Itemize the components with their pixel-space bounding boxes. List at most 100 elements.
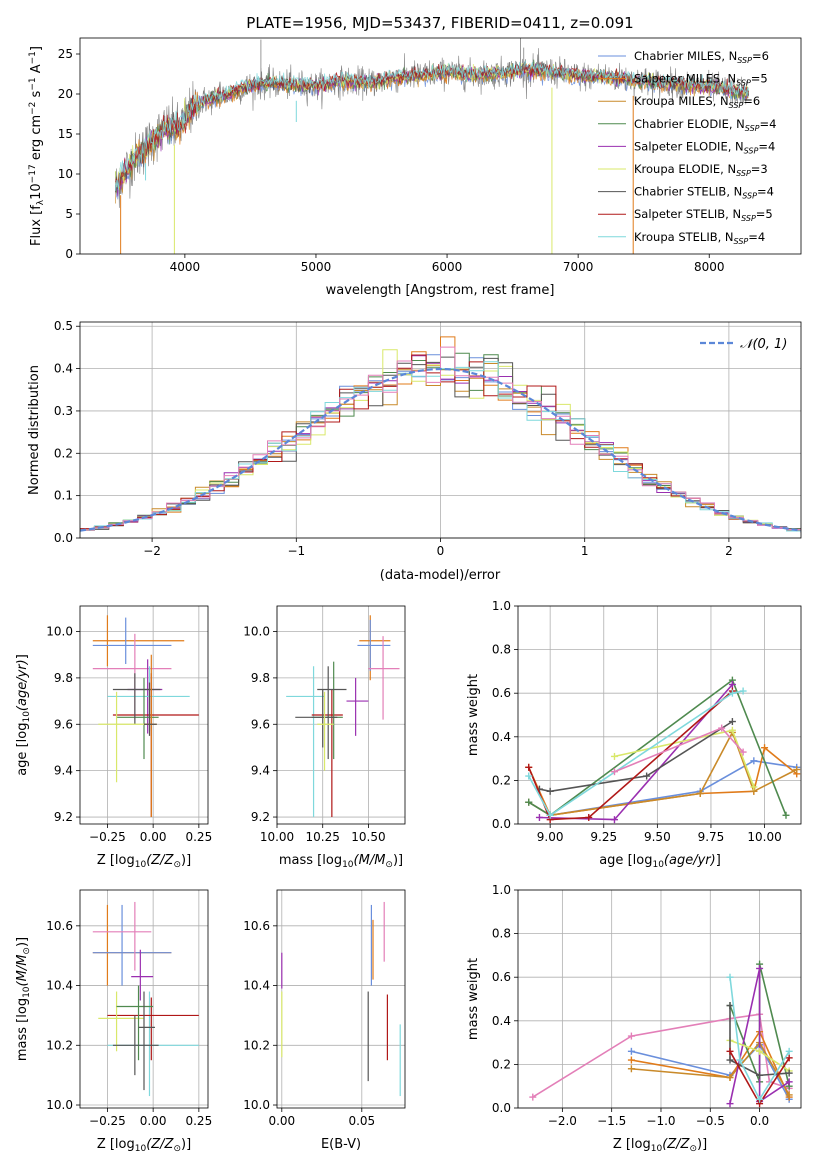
histogram-plot-frame xyxy=(79,321,802,539)
spectrum-plot-frame xyxy=(79,37,802,255)
mw-age-xlabel: age [log10(age/yr)] xyxy=(599,853,721,870)
x-tick-label: 10.00 xyxy=(747,830,781,844)
legend-label-name: Chabrier MILES, N xyxy=(634,49,737,63)
y-tick-label: 9.2 xyxy=(251,810,270,824)
y-tick-label: 25 xyxy=(58,47,73,61)
y-tick-label: 0.6 xyxy=(492,686,511,700)
x-tick-label: −1.5 xyxy=(597,1114,626,1128)
x-tick-label: 0 xyxy=(437,544,445,558)
legend-label-name: Kroupa STELIB, N xyxy=(634,230,734,244)
plot-area xyxy=(92,615,199,818)
legend-label-name: Kroupa ELODIE, N xyxy=(634,162,736,176)
y-tick-label: 0.2 xyxy=(54,446,73,460)
x-tick-label: 5000 xyxy=(301,260,332,274)
plot-area xyxy=(286,615,400,818)
mass-weight-series-line xyxy=(631,1041,790,1096)
x-tick-label: 0.00 xyxy=(140,1114,167,1128)
legend-label-n: =4 xyxy=(760,117,777,131)
mass-weight-series-line xyxy=(539,720,733,793)
legend-label: Kroupa STELIB, NSSP=4 xyxy=(634,230,765,246)
x-tick-label: 0.25 xyxy=(185,830,212,844)
legend-label-name: Kroupa MILES, N xyxy=(634,94,729,108)
y-tick-label: 10.4 xyxy=(243,979,270,993)
x-tick-label: 9.25 xyxy=(590,830,617,844)
y-tick-label: 10.0 xyxy=(243,1098,270,1112)
legend-label-sub: SSP xyxy=(737,56,752,65)
legend-label: Kroupa ELODIE, NSSP=3 xyxy=(634,162,768,178)
mass-weight-series-line xyxy=(528,678,787,817)
age-z-frame xyxy=(79,605,209,825)
x-tick-label: 4000 xyxy=(170,260,201,274)
x-tick-label: 9.75 xyxy=(698,830,725,844)
legend-label: Chabrier MILES, NSSP=6 xyxy=(634,49,769,65)
legend-label-sub: SSP xyxy=(741,214,756,223)
x-tick-label: 10.25 xyxy=(306,830,340,844)
y-tick-label: 5 xyxy=(65,207,73,221)
legend-label-name: Salpeter STELIB, N xyxy=(634,207,741,221)
mw-z-xlabel: Z [log10(Z/Z⊙)] xyxy=(613,1137,707,1154)
legend-label-n: =6 xyxy=(743,94,760,108)
mw-age-frame xyxy=(517,605,802,825)
x-tick-label: 1 xyxy=(581,544,589,558)
legend-label: Salpeter STELIB, NSSP=5 xyxy=(634,207,773,223)
plot-area xyxy=(525,676,801,824)
x-tick-label: 10.50 xyxy=(351,830,385,844)
legend-label: Salpeter MILES, NSSP=5 xyxy=(634,72,768,88)
age-z-ylabel: age [log10(age/yr)] xyxy=(15,654,32,776)
y-tick-label: 0.2 xyxy=(492,1057,511,1071)
spectrum-xlabel: wavelength [Angstrom, rest frame] xyxy=(326,283,555,298)
mass-ebv-frame xyxy=(276,889,406,1109)
legend-label-sub: SSP xyxy=(736,79,751,88)
x-tick-label: −0.25 xyxy=(89,830,126,844)
y-tick-label: 10.2 xyxy=(46,1038,73,1052)
spectrum-panel: 4000 5000 6000 7000 8000 0 5 10 15 20 25 xyxy=(58,37,802,274)
y-tick-label: 0 xyxy=(65,247,73,261)
y-tick-label: 9.8 xyxy=(251,671,270,685)
legend-label-n: =5 xyxy=(756,207,773,221)
x-tick-label: 0.05 xyxy=(348,1114,375,1128)
y-tick-label: 9.4 xyxy=(251,764,270,778)
legend-label-n: =6 xyxy=(752,49,769,63)
x-tick-label: 9.00 xyxy=(537,830,564,844)
y-tick-label: 10.2 xyxy=(243,1038,270,1052)
y-tick-label: 0.3 xyxy=(54,404,73,418)
mass-weight-series-line xyxy=(729,977,790,1101)
y-tick-label: 10.6 xyxy=(243,919,270,933)
x-tick-label: −0.25 xyxy=(89,1114,126,1128)
mass-weight-series-line xyxy=(527,690,744,817)
legend-label-n: =5 xyxy=(751,72,768,86)
mass-weight-vs-age-panel: 9.00 9.25 9.50 9.75 10.00 0.0 0.2 0.4 0.6 0.8 1.0 xyxy=(492,599,802,844)
legend-label-sub: SSP xyxy=(742,192,757,201)
y-tick-label: 0.1 xyxy=(54,489,73,503)
y-tick-label: 0.0 xyxy=(492,1101,511,1115)
plot-area xyxy=(80,336,801,533)
mass-weight-series-line xyxy=(631,1030,790,1098)
age-mass-frame xyxy=(276,605,406,825)
y-tick-label: 0.6 xyxy=(492,970,511,984)
y-tick-label: 0.4 xyxy=(492,730,511,744)
x-tick-label: 0.00 xyxy=(140,830,167,844)
legend-label: Kroupa MILES, NSSP=6 xyxy=(634,94,760,110)
mass-weight-series-line xyxy=(729,968,790,1104)
y-tick-label: 10.4 xyxy=(46,979,73,993)
plot-area xyxy=(92,901,199,1097)
y-tick-label: 10 xyxy=(58,167,73,181)
y-tick-label: 15 xyxy=(58,127,73,141)
x-tick-label: 9.50 xyxy=(644,830,671,844)
y-tick-label: 0.8 xyxy=(492,927,511,941)
legend-label-name: Salpeter ELODIE, N xyxy=(634,139,744,153)
mass-z-ylabel: mass [log10(M/M⊙)] xyxy=(15,937,32,1061)
legend-label: Chabrier STELIB, NSSP=4 xyxy=(634,185,774,201)
x-tick-label: 7000 xyxy=(563,260,594,274)
spectrum-ylabel: Flux [fλ10−17 erg cm−2 s−1 A−1] xyxy=(28,46,46,246)
plot-area xyxy=(115,38,749,254)
x-tick-label: 0.25 xyxy=(185,1114,212,1128)
legend-label-sub: SSP xyxy=(736,169,751,178)
y-tick-label: 20 xyxy=(58,87,73,101)
y-tick-label: 10.0 xyxy=(243,625,270,639)
gaussian-legend-label: 𝒩(0, 1) xyxy=(740,337,787,352)
y-tick-label: 0.5 xyxy=(54,319,73,333)
y-tick-label: 0.4 xyxy=(54,362,73,376)
figure-title: PLATE=1956, MJD=53437, FIBERID=0411, z=0… xyxy=(246,14,633,32)
